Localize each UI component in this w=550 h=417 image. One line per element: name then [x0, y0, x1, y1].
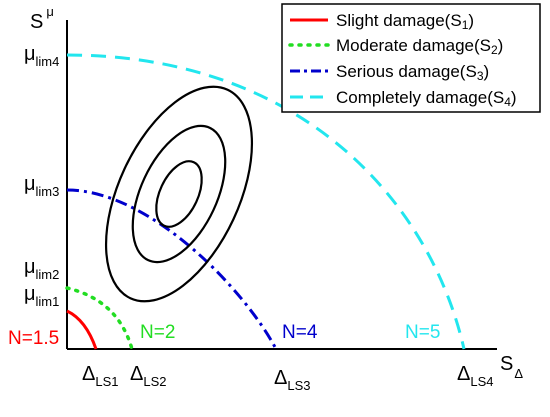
x-tick-delta-ls2: ΔLS2	[130, 363, 167, 389]
limit-curve-moderate	[65, 286, 134, 351]
curve-label-n1-5: N=1.5	[8, 328, 59, 349]
curve-label-n5: N=5	[405, 322, 440, 343]
x-tick-delta-ls3: ΔLS3	[274, 367, 311, 393]
y-tick-mu-lim4: μlim4	[24, 43, 59, 69]
x-tick-delta-ls4: ΔLS4	[457, 363, 494, 389]
contour-ellipse-middle	[131, 124, 227, 264]
limit-curve-complete	[66, 53, 466, 350]
legend-label-complete: Completely damage(S4)	[336, 88, 517, 109]
contour-ellipse-inner	[155, 160, 203, 228]
legend: Slight damage(S1) Moderate damage(S2) Se…	[281, 3, 541, 113]
curve-label-n2: N=2	[140, 322, 175, 343]
legend-label-serious: Serious damage(S3)	[336, 62, 489, 83]
x-axis-label: SΔ	[500, 353, 523, 381]
legend-box	[281, 3, 541, 113]
curve-label-n4: N=4	[282, 322, 318, 343]
contour-ellipse-outer	[104, 85, 254, 303]
x-tick-delta-ls1: ΔLS1	[82, 363, 119, 389]
limit-curve-slight	[66, 309, 98, 350]
legend-label-moderate: Moderate damage(S2)	[336, 36, 503, 57]
legend-label-slight: Slight damage(S1)	[336, 11, 474, 32]
y-tick-mu-lim1: μlim1	[24, 283, 59, 309]
y-tick-mu-lim3: μlim3	[24, 173, 59, 199]
limit-curve-serious	[66, 188, 278, 350]
y-tick-mu-lim2: μlim2	[24, 256, 59, 282]
